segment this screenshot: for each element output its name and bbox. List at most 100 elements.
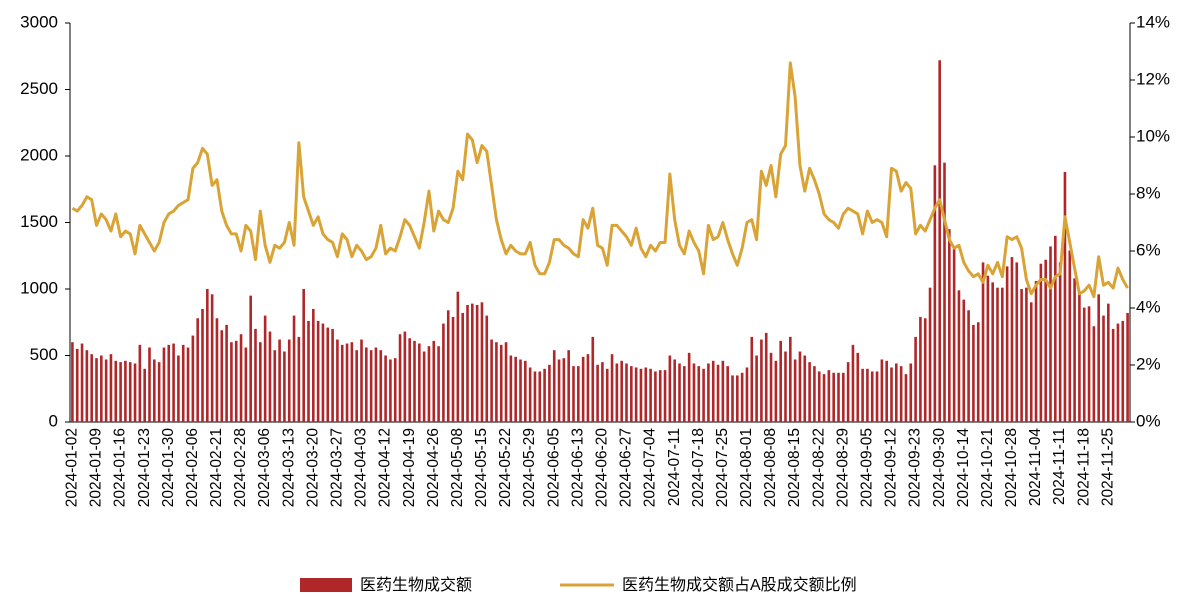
- bar: [755, 355, 758, 422]
- bar: [615, 363, 619, 422]
- bar: [721, 360, 725, 422]
- bar: [239, 334, 243, 422]
- x-tick-label: 2024-09-12: [883, 428, 900, 507]
- bar: [133, 363, 137, 422]
- bar: [943, 162, 946, 422]
- bar: [393, 358, 397, 422]
- bar: [307, 320, 310, 422]
- x-tick-label: 2024-07-18: [690, 428, 707, 507]
- bar: [562, 358, 566, 422]
- bar: [1116, 323, 1120, 422]
- bar: [365, 347, 368, 422]
- bar: [408, 338, 411, 422]
- bar: [769, 352, 773, 422]
- bar: [875, 371, 879, 422]
- bar: [230, 342, 233, 422]
- bar: [403, 331, 407, 422]
- bar: [798, 351, 802, 422]
- bar: [981, 262, 985, 422]
- bar: [85, 350, 89, 422]
- bar: [692, 363, 696, 422]
- bar: [259, 342, 262, 422]
- y2-tick-label: 6%: [1136, 240, 1161, 259]
- bar: [345, 343, 349, 422]
- bar: [552, 350, 556, 422]
- bar: [1087, 306, 1091, 422]
- bar: [268, 331, 272, 422]
- bar: [90, 354, 93, 422]
- x-tick-label: 2024-05-22: [497, 428, 514, 507]
- legend-swatch: [300, 578, 352, 592]
- bar: [124, 360, 127, 422]
- x-tick-label: 2024-01-02: [64, 428, 81, 507]
- bar: [634, 367, 638, 422]
- bar: [557, 359, 561, 422]
- bar: [803, 355, 807, 422]
- x-tick-label: 2024-11-25: [1099, 428, 1116, 506]
- bar: [172, 343, 175, 422]
- bar: [1044, 259, 1047, 422]
- bar: [350, 342, 354, 422]
- bar: [157, 362, 161, 422]
- bar: [316, 320, 320, 422]
- bar: [543, 368, 546, 422]
- bar: [711, 360, 715, 422]
- bar: [813, 366, 816, 422]
- y-tick-label: 2000: [20, 145, 58, 164]
- x-tick-label: 2024-04-26: [425, 428, 442, 507]
- bar: [972, 324, 975, 422]
- bar: [254, 328, 257, 422]
- bar: [138, 344, 142, 422]
- bar: [899, 366, 903, 422]
- legend-label: 医药生物成交额: [360, 576, 472, 594]
- x-tick-label: 2024-04-19: [401, 428, 418, 507]
- x-tick-label: 2024-02-21: [208, 428, 225, 507]
- bar: [1001, 287, 1004, 422]
- bar: [234, 340, 238, 422]
- bar: [1034, 281, 1038, 422]
- bar: [104, 359, 108, 422]
- bar: [263, 315, 267, 422]
- bar: [625, 363, 628, 422]
- x-tick-label: 2024-02-28: [232, 428, 249, 507]
- bar: [374, 347, 378, 422]
- bar: [128, 362, 132, 422]
- bar: [702, 368, 705, 422]
- x-tick-label: 2024-08-08: [762, 428, 779, 507]
- bar: [95, 358, 98, 422]
- bar: [524, 360, 527, 422]
- bar: [962, 299, 966, 422]
- bar: [1020, 289, 1023, 422]
- bar: [398, 334, 402, 422]
- bar: [451, 316, 455, 422]
- bar: [71, 342, 74, 422]
- x-tick-label: 2024-10-28: [1003, 428, 1020, 507]
- bar: [789, 336, 792, 422]
- x-tick-label: 2024-10-21: [979, 428, 996, 507]
- bar: [446, 310, 450, 422]
- x-tick-label: 2024-06-13: [569, 428, 586, 507]
- bar: [1005, 266, 1009, 422]
- bar: [1073, 278, 1076, 422]
- bar: [528, 367, 532, 422]
- bar: [731, 375, 734, 422]
- bar: [514, 356, 517, 422]
- bar: [177, 355, 180, 422]
- bar: [1063, 171, 1067, 422]
- bar: [837, 372, 840, 422]
- bar: [909, 363, 913, 422]
- bar: [475, 304, 479, 422]
- bar: [596, 364, 599, 422]
- bar: [817, 371, 821, 422]
- bar: [191, 335, 195, 422]
- bar: [697, 366, 701, 422]
- bar: [668, 355, 672, 422]
- bar: [244, 347, 248, 422]
- bar: [904, 374, 908, 422]
- y-tick-label: 500: [30, 345, 58, 364]
- x-tick-label: 2024-04-12: [377, 428, 394, 507]
- bar: [100, 355, 103, 422]
- bar: [842, 372, 845, 422]
- bar: [895, 363, 898, 422]
- bar: [760, 339, 763, 422]
